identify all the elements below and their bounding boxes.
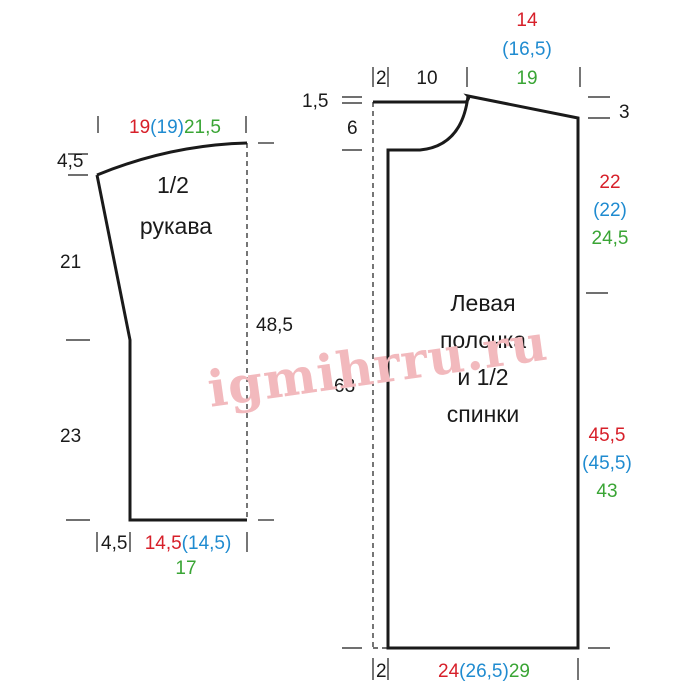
body-neck-depth-label: 6 [347, 118, 358, 139]
body-title-line3: и 1/2 [457, 364, 508, 390]
body-placket-bottom-label: 2 [376, 661, 387, 682]
body-bottom-width-label: 24(26,5)29 [438, 661, 530, 682]
body-armhole-depth-s1: 22 [599, 172, 620, 193]
body-side-length-s3: 43 [596, 481, 617, 502]
sleeve-lower-length-label: 23 [60, 426, 81, 447]
sleeve-outline [95, 141, 248, 522]
sleeve-total-length-label: 48,5 [256, 315, 293, 336]
sleeve-cap-height-label: 4,5 [57, 151, 83, 172]
sleeve-top-width-label: 19(19)21,5 [129, 117, 221, 138]
sleeve-bottom-width-line2: 17 [175, 558, 196, 579]
body-total-length-label: 63 [334, 376, 355, 397]
body-placket-top-label: 2 [376, 68, 387, 89]
body-armhole-depth-s3: 24,5 [592, 228, 629, 249]
body-shoulder-width-s3: 19 [516, 68, 537, 89]
sleeve-bottom-left-label: 4,5 [101, 533, 127, 554]
sleeve-title-line1: 1/2 [157, 172, 189, 198]
body-title-line1: Левая [450, 290, 515, 316]
body-title-line2: полочка [440, 327, 526, 353]
body-title-line4: спинки [447, 401, 519, 427]
body-shoulder-slope-label: 3 [619, 102, 630, 123]
body-neck-rise-label: 1,5 [302, 91, 328, 112]
body-outline [373, 93, 580, 650]
body-neck-width-label: 10 [416, 68, 437, 89]
body-armhole-depth-s2: (22) [593, 200, 627, 221]
sleeve-bottom-width-line1: 14,5(14,5) [145, 533, 232, 554]
sleeve-title-line2: рукава [140, 213, 212, 239]
body-side-length-s1: 45,5 [589, 425, 626, 446]
body-shoulder-width-s1: 14 [516, 10, 538, 31]
sleeve-upper-length-label: 21 [60, 252, 81, 273]
body-shoulder-width-s2: (16,5) [502, 39, 552, 60]
body-side-length-s2: (45,5) [582, 453, 632, 474]
